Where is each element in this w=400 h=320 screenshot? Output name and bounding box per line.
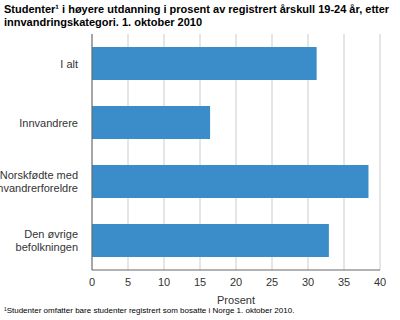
html-text:Studenter¹ i høyere utdanning: Studenter¹ i høyere utdanning i prosent … [4,3,390,28]
svg-text:Norskfødte medinnvandrerforeld: Norskfødte medinnvandrerforeldre [8,169,78,194]
svg-text:Prosent: Prosent [217,294,255,306]
svg-text:I alt: I alt [60,58,78,70]
svg-text:35: 35 [338,276,350,288]
svg-text:0: 0 [89,276,95,288]
html-text:¹Studenter omfatter bare stude: ¹Studenter omfatter bare studenter regis… [4,306,295,315]
svg-text:25: 25 [266,276,278,288]
svg-text:15: 15 [194,276,206,288]
svg-text:Den øvrigebefolkningen: Den øvrigebefolkningen [16,228,78,253]
svg-text:10: 10 [158,276,170,288]
svg-text:30: 30 [302,276,314,288]
svg-text:40: 40 [374,276,386,288]
svg-text:Innvandrere: Innvandrere [19,117,78,129]
svg-text:5: 5 [125,276,131,288]
svg-text:20: 20 [230,276,242,288]
